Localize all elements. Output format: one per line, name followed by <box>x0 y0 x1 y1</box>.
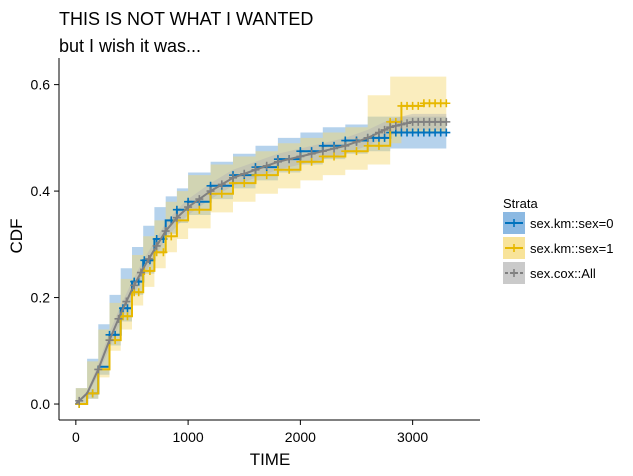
censor-mark <box>144 254 153 263</box>
censor-mark <box>296 152 305 161</box>
legend-censor-mark <box>510 269 518 277</box>
censor-mark <box>341 141 350 150</box>
censor-mark <box>217 180 226 189</box>
censor-mark <box>94 365 103 374</box>
legend-label: sex.cox::All <box>530 266 596 281</box>
censor-mark <box>195 205 204 214</box>
censor-mark <box>134 288 143 297</box>
censor-mark <box>161 227 170 236</box>
chart-title: THIS IS NOT WHAT I WANTED <box>59 9 313 29</box>
legend-label: sex.km::sex=1 <box>530 241 613 256</box>
censor-mark <box>273 165 282 174</box>
censor-mark <box>206 187 215 196</box>
x-tick-label: 1000 <box>173 429 204 445</box>
censor-mark <box>123 304 132 313</box>
censor-mark <box>172 205 181 214</box>
censor-mark <box>285 165 294 174</box>
censor-mark <box>307 149 316 158</box>
y-tick-label: 0.4 <box>31 183 51 199</box>
censor-mark <box>123 312 132 321</box>
censor-mark <box>184 203 193 212</box>
censor-mark <box>386 123 395 132</box>
censor-mark <box>380 133 389 142</box>
censor-mark <box>442 128 451 137</box>
censor-mark <box>251 165 260 174</box>
censor-mark <box>363 141 372 150</box>
censor-mark <box>130 281 139 290</box>
axes: 0 1000 2000 3000 0.0 0.2 0.4 0.6 <box>31 58 480 445</box>
legend-label: sex.km::sex=0 <box>530 216 613 231</box>
censor-mark <box>105 336 114 345</box>
censor-mark <box>152 235 161 243</box>
censor-mark <box>262 171 271 180</box>
chart-subtitle: but I wish it was... <box>59 36 201 56</box>
censor-mark <box>217 189 226 198</box>
y-axis-title: CDF <box>7 219 26 254</box>
censor-mark <box>88 389 97 398</box>
censor-mark <box>122 297 131 306</box>
plot-area <box>75 76 451 409</box>
censor-mark <box>145 266 154 275</box>
legend: Strata sex.km::sex=0sex.km::sex=1sex.cox… <box>503 196 613 284</box>
censor-mark <box>240 179 249 188</box>
censor-mark <box>240 169 249 178</box>
censor-mark <box>172 213 181 222</box>
censor-mark <box>307 157 316 166</box>
x-tick-label: 3000 <box>397 429 428 445</box>
censor-mark <box>285 155 294 164</box>
censor-mark <box>363 133 372 142</box>
censor-mark <box>262 161 271 170</box>
censor-mark <box>167 232 176 241</box>
censor-mark <box>442 99 451 108</box>
censor-mark <box>114 314 123 323</box>
censor-mark <box>330 144 339 153</box>
y-tick-label: 0.6 <box>31 77 51 93</box>
censor-mark <box>330 152 339 161</box>
censor-mark <box>374 128 383 137</box>
censor-mark <box>414 101 423 110</box>
y-tick-label: 0.2 <box>31 290 51 306</box>
x-tick-label: 2000 <box>285 429 316 445</box>
censor-mark <box>229 173 238 182</box>
censor-mark <box>397 120 406 129</box>
censor-mark <box>442 117 451 126</box>
censor-mark <box>195 195 204 204</box>
censor-mark <box>380 125 389 134</box>
legend-title: Strata <box>503 196 538 211</box>
censor-mark <box>318 147 327 156</box>
legend-censor-mark <box>510 244 518 252</box>
censor-mark <box>273 157 282 166</box>
censor-mark <box>352 137 361 146</box>
censor-mark <box>75 396 84 405</box>
censor-mark <box>352 147 361 156</box>
legend-censor-mark <box>510 219 518 227</box>
censor-mark <box>136 268 145 277</box>
censor-mark <box>152 241 161 250</box>
ci-band-sex-km-sex-1 <box>75 76 447 404</box>
censor-mark <box>159 248 168 257</box>
y-tick-label: 0.0 <box>31 396 51 412</box>
censor-mark <box>374 141 383 150</box>
censor-mark <box>391 121 400 130</box>
x-axis-title: TIME <box>250 450 291 469</box>
censor-mark <box>403 119 412 128</box>
x-tick-label: 0 <box>72 429 80 445</box>
